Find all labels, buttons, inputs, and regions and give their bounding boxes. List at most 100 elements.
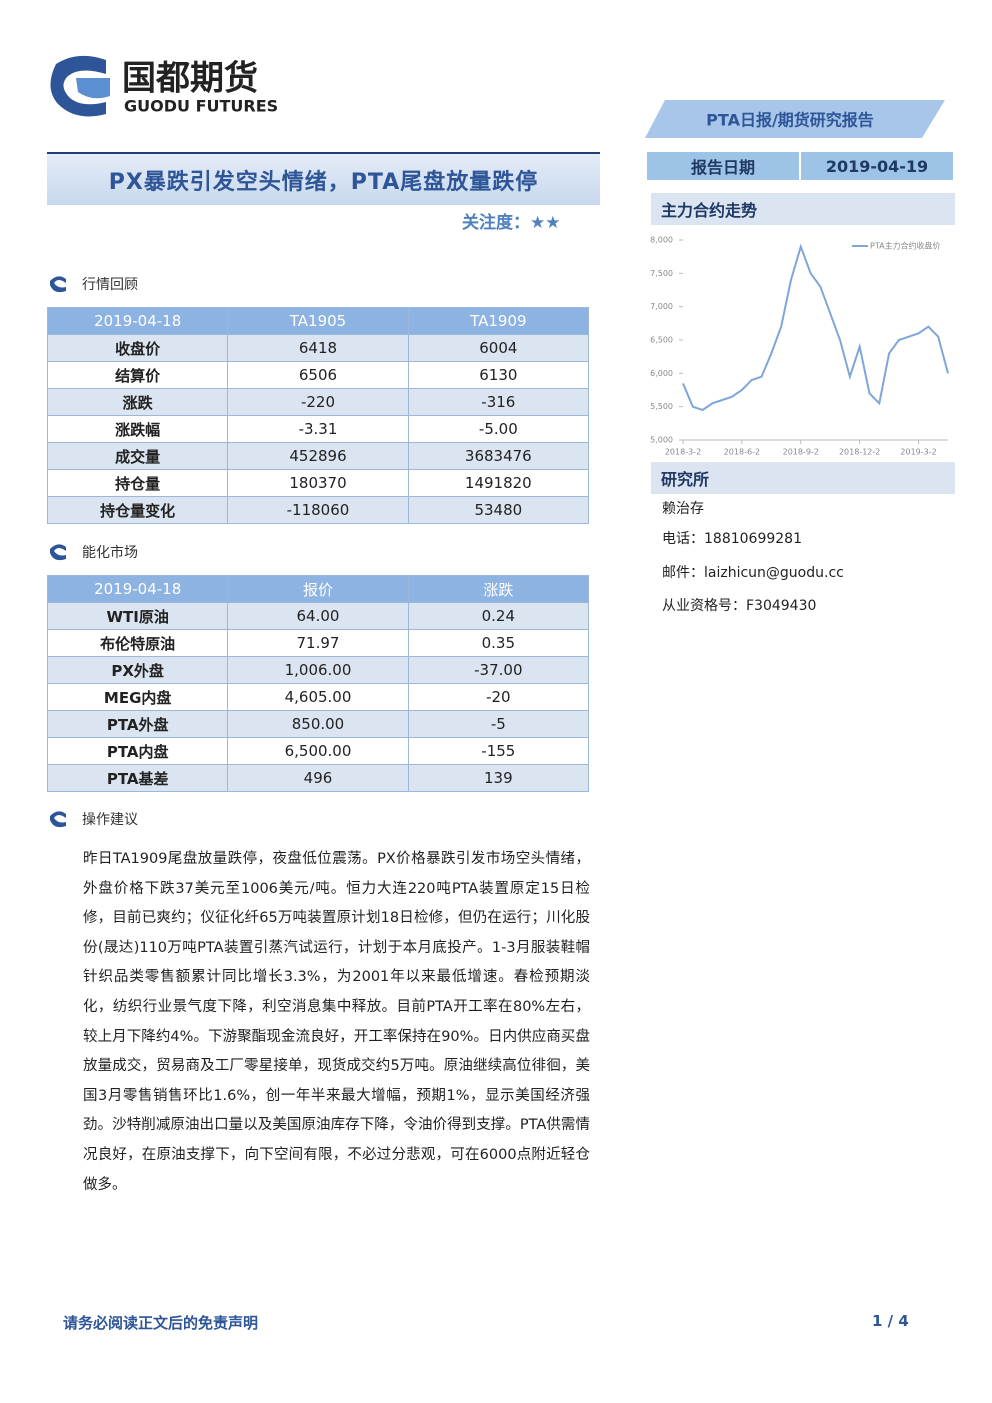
header-cell: 报价 [227,575,409,603]
disclaimer: 请务必阅读正文后的免责声明 [63,1314,259,1332]
table-row: PTA外盘 850.00 -5 [46,710,590,738]
logo-mark [50,55,106,117]
table-cell: -5.00 [407,415,590,443]
table-cell: 结算价 [46,361,229,389]
header-cell: 2019-04-18 [46,307,229,335]
focus-stars: ★★ [530,213,561,233]
section-title: 行情回顾 [82,277,138,293]
logo-mark [76,78,110,99]
legend-label: PTA主力合约收盘价 [870,241,941,251]
table-cell: 收盘价 [46,334,229,362]
y-tick-label: 8,000 [650,236,673,245]
section: 行情回顾 [48,274,138,294]
date-bar: 报告日期 2019-04-19 [647,152,953,180]
table-cell: 4,605.00 [227,683,409,711]
x-tick-label: 2018-3-2 [665,448,701,457]
analyst-name: 赖治存 [662,501,704,517]
section-title: 能化市场 [82,545,138,561]
table-cell: 6506 [227,361,409,389]
table-row: 布伦特原油 71.97 0.35 [46,629,590,657]
table-cell: 496 [227,764,409,792]
table-row: MEG内盘 4,605.00 -20 [46,683,590,711]
advice-text: 昨日TA1909尾盘放量跌停，夜盘低位震荡。PX价格暴跌引发市场空头情绪，外盘价… [83,851,590,1193]
table-row: PTA基差 496 139 [46,764,590,792]
table-cell: MEG内盘 [46,683,229,711]
x-tick-label: 2019-3-2 [900,448,936,457]
table-row: 持仓量变化 -118060 53480 [46,496,590,524]
table-cell: 6418 [227,334,409,362]
header-cell: TA1905 [227,307,409,335]
focus-label: 关注度： [462,213,530,233]
table-cell: 71.97 [227,629,409,657]
table-row: 2019-04-18 报价 涨跌 [46,575,590,603]
table-cell: 持仓量变化 [46,496,229,524]
x-tick-label: 2018-9-2 [783,448,819,457]
logo-cn: 国都期货 [122,59,258,99]
table-cell: -5 [407,710,590,738]
table-row: 收盘价 6418 6004 [46,334,590,362]
report-title: PX暴跌引发空头情绪，PTA尾盘放量跌停 [47,152,600,205]
table-row: 涨跌 -220 -316 [46,388,590,416]
table-row: 持仓量 180370 1491820 [46,469,590,497]
table-cell: 3683476 [407,442,590,470]
email: 邮件：laizhicun@guodu.cc [662,565,844,581]
energy-table: 2019-04-18 报价 涨跌 WTI原油 64.00 0.24 布伦特原油 71.97 0.… [46,575,590,792]
table-cell: 涨跌幅 [46,415,229,443]
table-cell: -20 [407,683,590,711]
chart-header: 主力合约走势 [651,193,955,225]
x-tick-label: 2018-6-2 [724,448,760,457]
y-tick-label: 5,000 [650,436,673,445]
header-cell: 2019-04-18 [46,575,229,603]
table-cell: 涨跌 [46,388,229,416]
table-cell: 布伦特原油 [46,629,229,657]
table-cell: 6,500.00 [227,737,409,765]
license: 从业资格号：F3049430 [662,598,817,614]
y-tick-label: 6,500 [650,336,673,345]
table-cell: -118060 [227,496,409,524]
logo: 国都期货 GUODU FUTURES [50,55,278,117]
page-number: 1 / 4 [872,1312,909,1330]
phone: 电话：18810699281 [662,531,802,547]
table-cell: PTA外盘 [46,710,229,738]
table-cell: 180370 [227,469,409,497]
section-icon [50,811,66,828]
date-label: 报告日期 [690,158,755,177]
table-cell: 0.35 [407,629,590,657]
table-cell: 452896 [227,442,409,470]
report-type: PTA日报/期货研究报告 [706,111,874,130]
date: 2019-04-19 [799,152,953,180]
y-tick-label: 7,500 [650,269,673,278]
section-icon [50,276,66,293]
y-tick-label: 7,000 [650,302,673,311]
market-table: 2019-04-18 TA1905 TA1909 收盘价 6418 6004 结算价 6506… [46,307,590,524]
research-header: 研究所 [651,462,955,494]
series-line [682,243,949,412]
section: 操作建议 [48,809,138,829]
table-cell: 64.00 [227,602,409,630]
table-cell: 139 [407,764,590,792]
table-cell: -316 [407,388,590,416]
table-cell: -37.00 [407,656,590,684]
table-cell: 持仓量 [46,469,229,497]
table-cell: PTA基差 [46,764,229,792]
y-tick-label: 5,500 [650,402,673,411]
focus: 关注度：★★ [462,208,560,233]
table-cell: 6004 [407,334,590,362]
table-cell: -3.31 [227,415,409,443]
table-cell: 850.00 [227,710,409,738]
section: 能化市场 [48,542,138,562]
table-cell: 1491820 [407,469,590,497]
header-cell: TA1909 [407,307,590,335]
logo-en: GUODU FUTURES [124,97,278,116]
table-cell: 6130 [407,361,590,389]
table-cell: PX外盘 [46,656,229,684]
table-cell: -155 [407,737,590,765]
table-cell: 1,006.00 [227,656,409,684]
table-cell: 53480 [407,496,590,524]
chart: 5,000 5,500 6,000 6,500 7,000 7,500 8,000 2018-… [650,236,949,457]
table-row: 成交量 452896 3683476 [46,442,590,470]
table-row: 2019-04-18 TA1905 TA1909 [46,307,590,335]
y-tick-label: 6,000 [650,369,673,378]
x-tick-label: 2018-12-2 [839,448,880,457]
